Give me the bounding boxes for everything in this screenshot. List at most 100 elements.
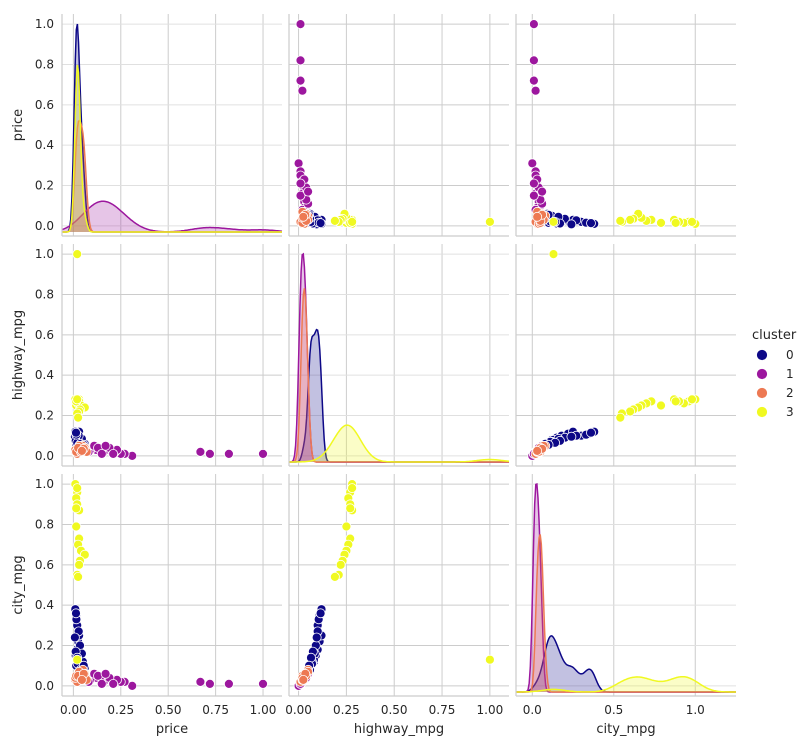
panel-background — [62, 474, 282, 696]
y-tick-label: 0.6 — [35, 98, 54, 112]
point-cluster-1 — [204, 448, 215, 459]
legend-marker-cluster-0 — [756, 349, 768, 361]
point-cluster-1 — [295, 75, 306, 86]
y-tick-label: 0.4 — [35, 138, 54, 152]
point-cluster-1 — [96, 679, 107, 689]
x-tick-label: 0.5 — [604, 703, 623, 717]
point-cluster-1 — [529, 190, 539, 201]
point-cluster-0 — [71, 427, 81, 438]
point-cluster-1 — [204, 679, 215, 689]
point-cluster-1 — [295, 178, 306, 189]
point-cluster-1 — [529, 75, 539, 86]
point-cluster-1 — [529, 55, 539, 66]
panel-grid: 0.00.20.40.60.81.00.00.20.40.60.81.00.00… — [35, 14, 736, 717]
panel-highway_mpg-vs-price: 0.0 0.2 0.4 0.6 0.8 1.0 — [35, 244, 282, 467]
point-cluster-3 — [484, 216, 495, 227]
point-cluster-3 — [615, 215, 626, 226]
panel-highway_mpg-vs-city_mpg — [515, 244, 736, 467]
y-tick-label: 0.6 — [35, 558, 54, 572]
point-cluster-3 — [625, 214, 635, 225]
panel-city_mpg-vs-price: 0.0 0.2 0.4 0.6 0.8 1.0 0.00 0.25 0.50 0.75 1.00 — [35, 474, 282, 717]
point-cluster-2 — [298, 211, 309, 222]
point-cluster-3 — [72, 394, 83, 405]
x-axis-label: city_mpg — [596, 722, 655, 737]
kde-line-cluster-3 — [289, 424, 510, 463]
point-cluster-3 — [72, 654, 83, 665]
point-cluster-3 — [670, 396, 681, 407]
point-cluster-1 — [223, 679, 234, 689]
x-tick-label: 0.00 — [60, 703, 87, 717]
x-tick-label: 0.50 — [381, 703, 408, 717]
point-cluster-1 — [223, 448, 234, 459]
panel-background — [289, 244, 509, 466]
point-cluster-3 — [72, 483, 83, 494]
point-cluster-0 — [586, 427, 596, 438]
point-cluster-3 — [670, 217, 681, 228]
y-tick-label: 0.0 — [35, 679, 54, 693]
point-cluster-0 — [70, 632, 80, 643]
point-cluster-0 — [71, 608, 81, 619]
panel-price-vs-city_mpg — [515, 14, 736, 237]
point-cluster-3 — [687, 394, 697, 405]
x-tick-label: 0.50 — [155, 703, 182, 717]
kde-fill-cluster-3 — [62, 65, 282, 232]
legend-title: cluster — [752, 328, 797, 343]
point-cluster-1 — [529, 19, 539, 30]
legend-marker-cluster-1 — [756, 368, 768, 380]
point-cluster-3 — [347, 216, 358, 227]
point-cluster-0 — [566, 431, 577, 442]
point-cluster-1 — [530, 85, 541, 96]
panel-background — [516, 244, 736, 466]
legend-marker-cluster-2 — [756, 387, 768, 399]
panel-price-vs-highway_mpg — [288, 14, 509, 237]
point-cluster-0 — [566, 219, 577, 230]
legend-label: 2 — [786, 386, 794, 400]
point-cluster-1 — [96, 448, 107, 459]
kde-fill-cluster-0 — [516, 635, 736, 692]
point-cluster-1 — [108, 448, 119, 459]
legend: cluster 0 1 2 3 — [752, 328, 797, 419]
point-cluster-2 — [532, 445, 543, 456]
point-cluster-1 — [100, 668, 111, 679]
point-cluster-2 — [77, 675, 87, 685]
point-cluster-3 — [347, 483, 358, 494]
y-tick-label: 0.2 — [35, 409, 54, 423]
axis-labels: price highway_mpg city_mpgpricehighway_mpg… — [11, 109, 656, 737]
point-cluster-3 — [335, 559, 346, 570]
x-tick-label: 1.0 — [686, 703, 705, 717]
legend-label: 3 — [786, 405, 794, 419]
x-axis-label: highway_mpg — [354, 722, 444, 737]
point-cluster-3 — [625, 406, 635, 417]
point-cluster-2 — [298, 675, 309, 685]
y-tick-label: 0.6 — [35, 328, 54, 342]
y-tick-label: 0.8 — [35, 517, 54, 531]
point-cluster-1 — [527, 158, 538, 169]
y-tick-label: 0.4 — [35, 598, 54, 612]
point-cluster-0 — [586, 218, 596, 229]
x-tick-label: 0.75 — [429, 703, 456, 717]
point-cluster-3 — [72, 249, 83, 260]
point-cluster-3 — [329, 572, 340, 582]
point-cluster-2 — [77, 445, 87, 456]
y-tick-label: 1.0 — [35, 477, 54, 491]
point-cluster-3 — [615, 412, 626, 423]
point-cluster-3 — [687, 216, 697, 227]
point-cluster-3 — [656, 217, 666, 228]
point-cluster-2 — [532, 211, 543, 222]
point-cluster-1 — [127, 681, 138, 691]
panel-city_mpg-vs-city_mpg: 0.0 0.5 1.0 — [515, 474, 736, 717]
y-tick-label: 0.0 — [35, 219, 54, 233]
point-cluster-1 — [100, 440, 111, 451]
point-cluster-3 — [656, 400, 666, 411]
legend-label: 0 — [786, 348, 794, 362]
x-tick-label: 0.0 — [523, 703, 542, 717]
point-cluster-1 — [258, 679, 268, 689]
point-cluster-3 — [73, 572, 83, 582]
point-cluster-3 — [71, 521, 82, 532]
x-tick-label: 0.75 — [202, 703, 229, 717]
point-cluster-0 — [306, 652, 316, 663]
point-cluster-1 — [195, 446, 206, 457]
x-tick-label: 0.25 — [107, 703, 134, 717]
y-tick-label: 1.0 — [35, 17, 54, 31]
point-cluster-3 — [74, 559, 84, 570]
